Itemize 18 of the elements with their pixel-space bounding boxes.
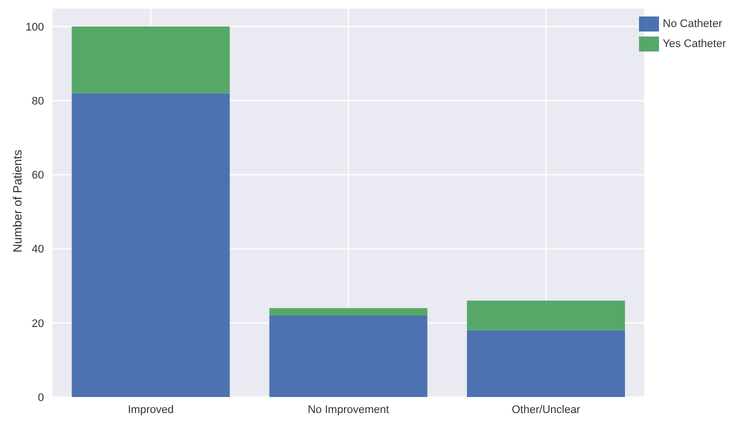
y-tick-label: 100	[26, 21, 44, 34]
y-tick-label: 80	[32, 96, 44, 108]
bar	[466, 330, 625, 397]
x-tick-label: Improved	[128, 404, 174, 416]
legend-label: Yes Catheter	[662, 38, 726, 50]
x-tick-label: Other/Unclear	[512, 404, 581, 416]
bar	[269, 308, 428, 316]
bar	[72, 26, 230, 94]
y-axis-title: Number of Patients	[10, 150, 24, 252]
bar	[72, 93, 230, 397]
y-tick-label: 40	[32, 244, 44, 256]
legend-label: No Catheter	[662, 18, 722, 30]
y-tick-label: 0	[38, 392, 44, 404]
y-tick-label: 20	[32, 318, 44, 330]
x-tick-label: No Improvement	[308, 404, 390, 416]
bar	[269, 315, 428, 397]
bar	[466, 300, 625, 330]
y-tick-label: 60	[32, 170, 44, 182]
